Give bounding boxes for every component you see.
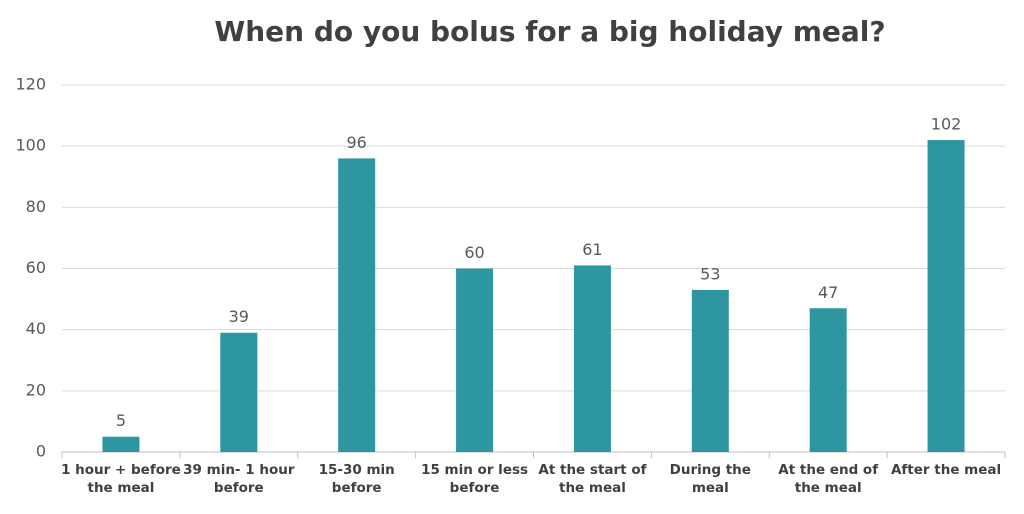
y-tick-label: 80 — [26, 197, 46, 216]
bar — [338, 158, 376, 452]
bar — [573, 265, 611, 452]
y-tick-label: 120 — [15, 75, 46, 94]
bar — [456, 268, 494, 452]
value-label: 61 — [582, 240, 602, 259]
chart-title: When do you bolus for a big holiday meal… — [214, 15, 885, 48]
y-tick-label: 60 — [26, 258, 46, 277]
x-tick-label: 39 min- 1 hour before — [183, 462, 295, 496]
bar — [102, 436, 140, 452]
x-tick-label: During the meal — [669, 462, 751, 496]
value-label: 39 — [229, 307, 249, 326]
value-label: 47 — [818, 283, 838, 302]
bar — [927, 140, 965, 453]
value-label: 60 — [464, 243, 484, 262]
y-tick-label: 20 — [26, 380, 46, 399]
x-tick-label: At the start of the meal — [538, 462, 647, 496]
bar — [809, 308, 847, 452]
value-label: 102 — [931, 115, 962, 134]
y-tick-label: 100 — [15, 136, 46, 155]
value-label: 96 — [347, 133, 367, 152]
x-tick-label: 15 min or less before — [421, 462, 529, 496]
y-tick-label: 0 — [36, 442, 46, 461]
bar — [691, 289, 729, 452]
x-tick-label: 15-30 min before — [318, 462, 395, 496]
bar — [220, 332, 258, 452]
x-tick-label: 1 hour + before the meal — [61, 462, 181, 496]
x-tick-label: After the meal — [890, 462, 1002, 478]
x-tick-label: At the end of the meal — [778, 462, 879, 496]
y-tick-label: 40 — [26, 319, 46, 338]
value-label: 53 — [700, 264, 720, 283]
value-label: 5 — [116, 411, 126, 430]
